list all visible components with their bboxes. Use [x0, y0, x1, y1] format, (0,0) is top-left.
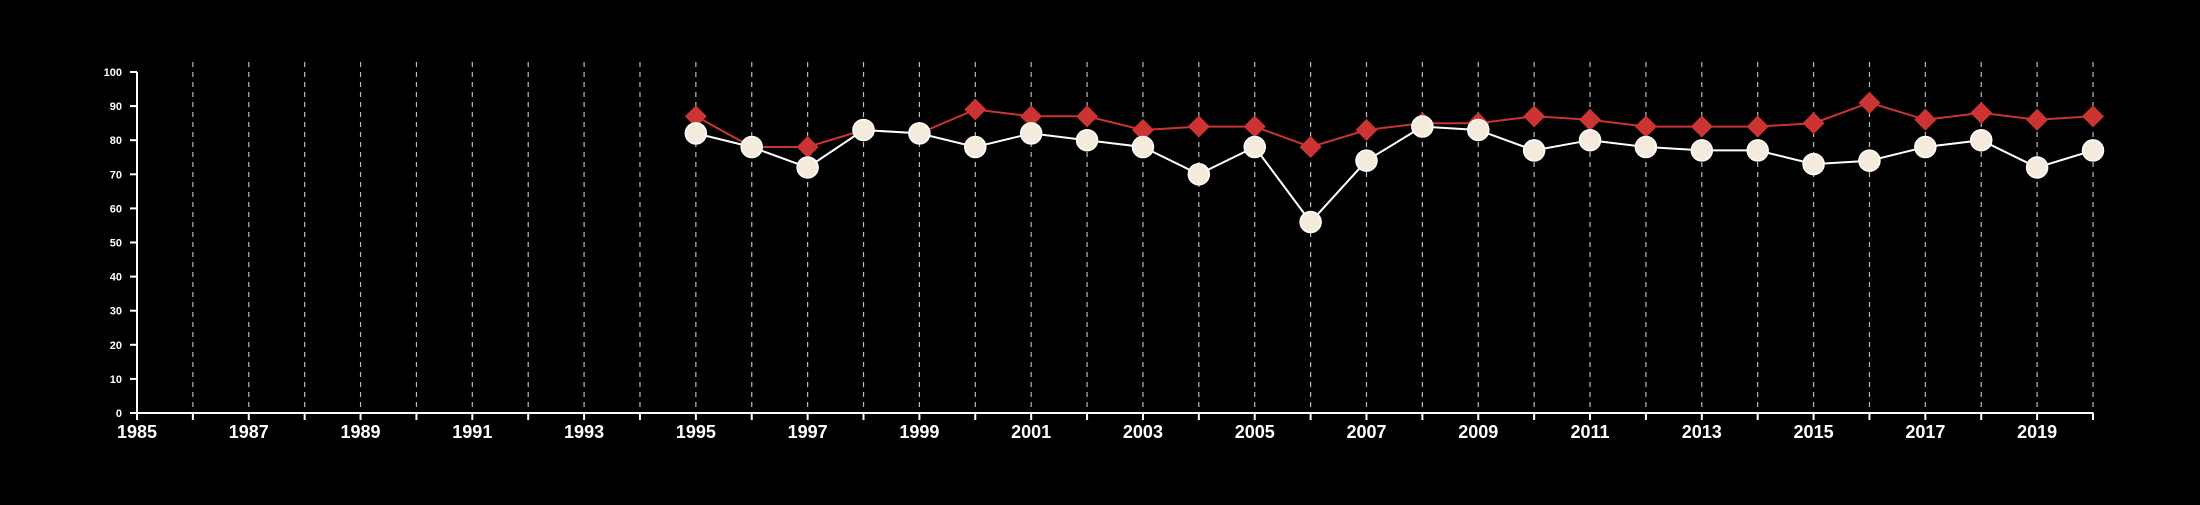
- circle-point: [2081, 139, 2105, 162]
- diamond-point: [1746, 115, 1769, 138]
- diamond-point: [1523, 105, 1546, 128]
- x-tick-label: 1999: [899, 422, 939, 442]
- x-tick-label: 2003: [1123, 422, 1163, 442]
- y-tick-label: 60: [110, 203, 122, 215]
- y-tick-label: 100: [104, 67, 122, 79]
- diamond-point: [1131, 118, 1154, 141]
- circle-point: [908, 122, 931, 145]
- x-tick-label: 2001: [1011, 422, 1051, 442]
- diamond-point: [1243, 115, 1266, 138]
- diamond-point: [1970, 101, 1993, 124]
- x-tick-label: 1995: [676, 422, 716, 442]
- diamond-point: [1299, 136, 1322, 159]
- x-tick-label: 2017: [1905, 422, 1945, 442]
- diamond-point: [684, 105, 707, 128]
- y-tick-label: 90: [110, 101, 122, 113]
- circle-point: [1969, 128, 1993, 152]
- series-1: [684, 91, 2104, 159]
- y-tick-label: 0: [116, 408, 122, 420]
- diamond-point: [964, 98, 987, 121]
- x-tick-label: 1989: [341, 422, 381, 442]
- x-tick-label: 1987: [229, 422, 269, 442]
- diamond-point: [1076, 105, 1099, 128]
- circle-point: [1187, 163, 1211, 186]
- x-tick-label: 1993: [564, 422, 604, 442]
- diamond-point: [1355, 118, 1378, 141]
- x-tick-label: 2005: [1235, 422, 1275, 442]
- y-tick-label: 80: [110, 135, 122, 147]
- x-tick-label: 2007: [1346, 422, 1386, 442]
- series-2: [684, 115, 2105, 234]
- series-line: [695, 101, 2094, 149]
- circle-point: [964, 135, 987, 159]
- x-tick-label: 2019: [2017, 422, 2057, 442]
- diamond-point: [1634, 115, 1657, 138]
- y-tick-label: 10: [110, 374, 122, 386]
- axes: 1985 1987 1989 1991 1993 1995 1997 1999 2001 2003…: [104, 67, 2094, 442]
- circle-point: [1746, 139, 1769, 162]
- grid-lines: [192, 62, 2094, 413]
- x-tick-label: 1985: [117, 422, 157, 442]
- circle-point: [1075, 128, 1099, 152]
- series-group: [684, 91, 2105, 234]
- circle-point: [1802, 152, 1825, 176]
- circle-point: [1522, 139, 1546, 162]
- y-tick-label: 20: [110, 340, 122, 352]
- circle-point: [1411, 115, 1434, 138]
- circle-point: [1299, 210, 1322, 234]
- diamond-point: [2026, 108, 2049, 131]
- x-tick-label: 2013: [1682, 422, 1722, 442]
- x-tick-label: 1991: [452, 422, 492, 442]
- x-tick-label: 2011: [1570, 422, 1609, 442]
- circle-point: [1914, 135, 1937, 159]
- circle-point: [1690, 139, 1714, 162]
- diamond-point: [1579, 108, 1602, 131]
- circle-point: [1467, 118, 1490, 142]
- series-line: [695, 125, 2094, 224]
- circle-point: [1634, 135, 1658, 159]
- y-tick-label: 50: [110, 238, 122, 250]
- circle-point: [1019, 122, 1043, 145]
- x-tick-label: 2009: [1458, 422, 1498, 442]
- y-tick-label: 30: [110, 306, 122, 318]
- circle-point: [1243, 135, 1266, 159]
- circle-point: [1355, 149, 1378, 172]
- diamond-point: [1802, 112, 1825, 135]
- circle-point: [1858, 149, 1881, 172]
- diamond-point: [796, 136, 819, 159]
- y-tick-label: 70: [110, 169, 122, 181]
- circle-point: [852, 118, 875, 142]
- circle-point: [796, 156, 819, 179]
- diamond-point: [1187, 115, 1210, 138]
- circle-point: [1131, 135, 1155, 159]
- diamond-point: [2082, 105, 2104, 128]
- circle-point: [2025, 156, 2049, 179]
- diamond-point: [1914, 108, 1937, 131]
- x-tick-label: 1997: [788, 422, 828, 442]
- y-tick-label: 40: [110, 272, 122, 284]
- circle-point: [740, 135, 763, 159]
- x-tick-label: 2015: [1794, 422, 1834, 442]
- diamond-point: [1858, 91, 1881, 114]
- circle-point: [1578, 128, 1602, 152]
- diamond-point: [1020, 105, 1043, 128]
- circle-point: [684, 122, 708, 145]
- diamond-point: [1690, 115, 1713, 138]
